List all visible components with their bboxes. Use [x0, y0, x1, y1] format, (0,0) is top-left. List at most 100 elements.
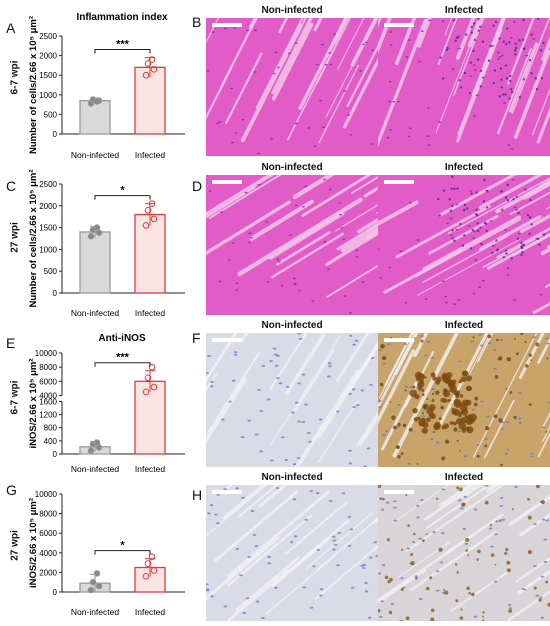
bar-infected	[134, 66, 166, 135]
inos-positive-stain	[461, 502, 466, 507]
nucleus	[500, 54, 504, 57]
nucleus	[492, 348, 497, 351]
infiltrate-cell	[466, 207, 469, 210]
inos-positive-stain	[505, 548, 509, 552]
data-point	[93, 224, 101, 231]
nucleus	[532, 38, 536, 40]
x-tick-label: Infected	[135, 150, 166, 160]
infiltrate-cell	[520, 241, 523, 245]
nucleus	[328, 499, 333, 502]
nucleus	[392, 500, 397, 503]
infiltrate-cell	[463, 234, 466, 237]
infiltrate-cell	[442, 189, 446, 192]
nucleus	[276, 377, 280, 380]
infiltrate-cell	[522, 78, 526, 81]
nucleus	[252, 533, 257, 536]
inos-positive-stain	[498, 356, 503, 361]
infiltrate-cell	[508, 97, 511, 100]
nucleus	[309, 489, 314, 492]
nucleus	[469, 190, 473, 192]
inos-positive-stain	[443, 388, 448, 393]
nucleus	[390, 602, 395, 605]
y-axis-label: Number of cells/2.66 x 10⁵ μm²	[28, 169, 39, 307]
panel-letter-a: A	[6, 20, 16, 36]
infiltrate-cell	[535, 87, 539, 91]
fiber-gap	[415, 218, 522, 278]
inos-positive-stain	[547, 602, 550, 607]
inos-positive-stain	[540, 499, 546, 505]
nucleus	[460, 507, 464, 510]
nucleus	[405, 56, 409, 58]
data-point	[142, 222, 150, 229]
fiber-gap	[520, 213, 550, 233]
inos-positive-stain	[431, 392, 435, 396]
inos-positive-stain	[465, 417, 474, 426]
fiber-gap	[271, 232, 344, 279]
inos-positive-stain	[452, 421, 457, 426]
nucleus	[540, 616, 545, 619]
fiber-gap	[355, 411, 378, 447]
inos-positive-stain	[499, 519, 502, 522]
nucleus	[432, 531, 436, 534]
infiltrate-cell	[459, 222, 462, 226]
inos-positive-stain	[417, 416, 421, 421]
data-point	[95, 582, 103, 590]
fiber-gap	[467, 18, 483, 48]
nucleus	[209, 385, 214, 388]
fiber-gap	[305, 512, 374, 570]
nucleus	[420, 334, 424, 337]
fiber-gap	[511, 18, 550, 114]
infiltrate-cell	[489, 44, 492, 48]
nucleus	[298, 337, 303, 340]
data-point	[148, 363, 156, 371]
nucleus	[472, 237, 476, 239]
infiltrate-cell	[520, 246, 524, 250]
fiber-gap	[305, 18, 347, 97]
nucleus	[441, 488, 445, 491]
nucleus	[399, 619, 404, 621]
y-tick-label: 1500	[39, 224, 57, 233]
nucleus	[388, 266, 392, 269]
nucleus	[343, 90, 347, 92]
inos-positive-stain	[525, 364, 529, 368]
infiltrate-cell	[518, 96, 522, 99]
fiber-gap	[495, 180, 550, 214]
nucleus	[261, 364, 266, 367]
infiltrate-cell	[439, 56, 442, 59]
nucleus	[545, 342, 550, 345]
nucleus	[255, 600, 260, 603]
nucleus	[323, 241, 327, 243]
infiltrate-cell	[495, 249, 499, 252]
x-tick-label: Infected	[135, 464, 166, 474]
inos-positive-stain	[392, 425, 397, 430]
data-point	[148, 553, 156, 561]
nucleus	[543, 538, 548, 541]
inos-positive-stain	[453, 427, 458, 432]
nucleus	[301, 420, 306, 423]
fiber-gap	[317, 400, 359, 463]
infiltrate-cell	[480, 242, 483, 246]
nucleus	[364, 41, 368, 44]
nucleus	[266, 281, 270, 283]
nucleus	[378, 406, 382, 409]
nucleus	[278, 382, 283, 385]
nucleus	[328, 188, 332, 191]
nucleus	[408, 127, 412, 130]
nucleus	[495, 520, 499, 523]
nucleus	[218, 121, 222, 123]
infiltrate-cell	[437, 197, 440, 201]
inos-positive-stain	[527, 497, 530, 501]
nucleus	[506, 274, 510, 276]
nucleus	[207, 512, 211, 515]
infiltrate-cell	[500, 190, 503, 193]
inos-positive-stain	[422, 393, 425, 396]
nucleus	[269, 360, 273, 363]
inos-positive-stain	[440, 405, 444, 410]
nucleus	[470, 340, 475, 343]
inos-positive-stain	[455, 599, 459, 603]
inos-positive-stain	[388, 610, 393, 615]
y-tick-label: 4000	[39, 549, 57, 558]
fiber-gap	[537, 431, 550, 457]
nucleus	[521, 587, 525, 590]
y-tick-label: 0	[53, 450, 58, 459]
